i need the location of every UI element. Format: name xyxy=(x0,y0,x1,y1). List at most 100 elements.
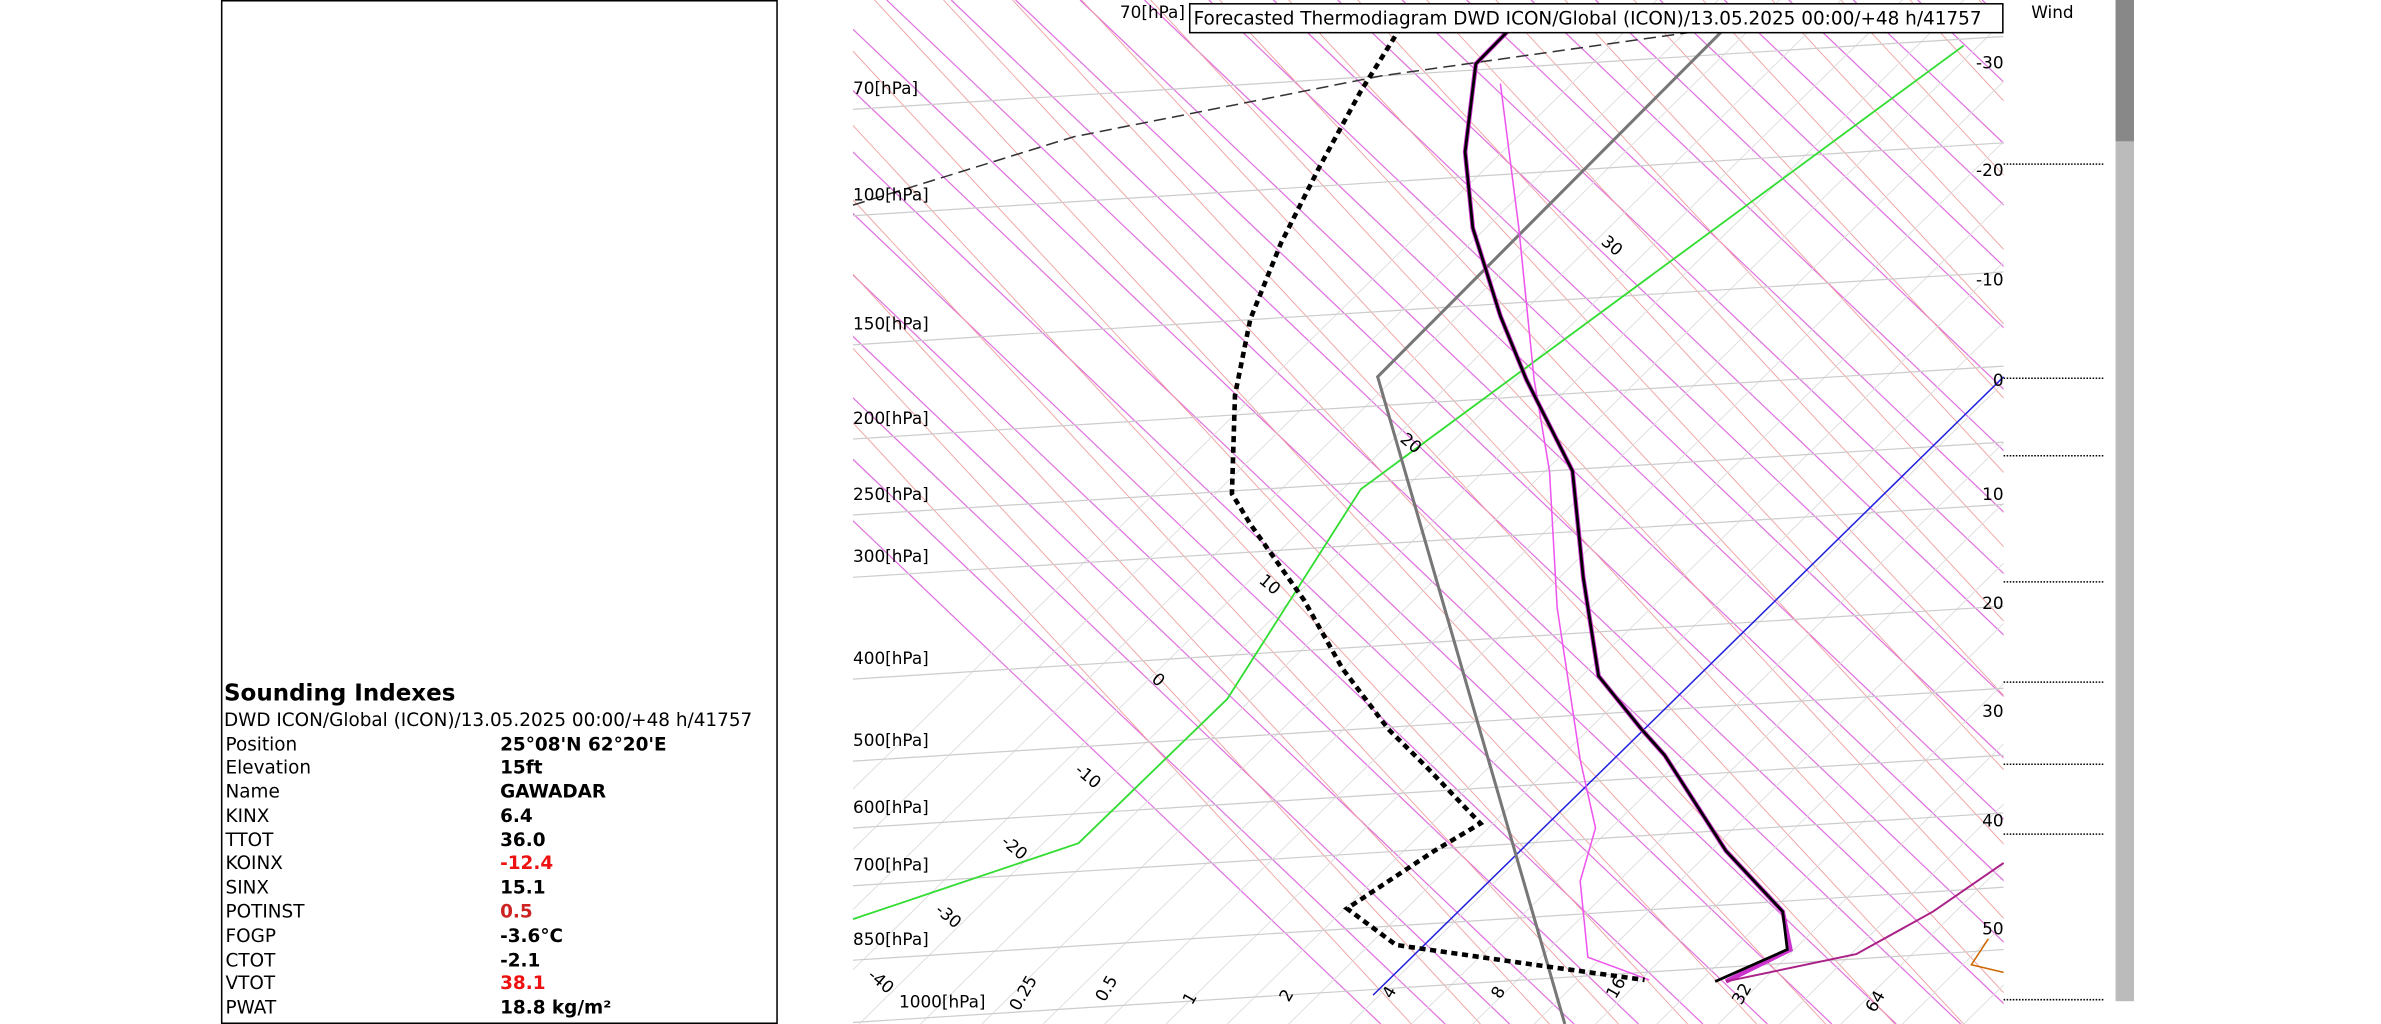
index-label: KINX xyxy=(226,806,270,827)
index-value: 15.1 xyxy=(500,877,545,898)
isotherm xyxy=(1978,0,2004,28)
index-label: SINX xyxy=(226,877,269,898)
dry-adiabat xyxy=(1466,0,2004,513)
diagram: Forecasted Thermodiagram DWD ICON/Global… xyxy=(852,0,2381,1024)
dry-adiabat xyxy=(852,519,1382,1024)
index-rows: Position 25°08'N 62°20'E Elevation 15ft Name… xyxy=(225,735,667,1019)
mixing-ratio-label: 0.25 xyxy=(1005,972,1041,1014)
panel-title: Sounding Indexes xyxy=(224,680,455,706)
right-label: 10 xyxy=(1982,484,2003,504)
index-value: 6.4 xyxy=(500,806,533,827)
scrollbar[interactable] xyxy=(2115,0,2135,1002)
index-value: 38.1 xyxy=(500,973,545,994)
skew-line xyxy=(852,0,1842,971)
isobar xyxy=(852,503,2004,578)
pressure-label: 150[hPa] xyxy=(853,314,929,334)
index-value: -2.1 xyxy=(500,950,540,971)
isotherm xyxy=(1012,0,1965,1024)
panel-subtitle: DWD ICON/Global (ICON)/13.05.2025 00:00/… xyxy=(224,710,752,731)
skew-line xyxy=(1717,743,2004,1024)
pressure-label: 400[hPa] xyxy=(853,648,929,668)
isotherm-label: -40 xyxy=(864,965,898,998)
temperature-curve xyxy=(1463,11,1789,983)
skew-line xyxy=(2148,0,2381,1024)
isotherm-label: 10 xyxy=(1255,570,1284,599)
isotherm-label: 0 xyxy=(1148,668,1169,690)
right-label: 20 xyxy=(1982,593,2003,613)
isotherm-label: -20 xyxy=(998,831,1032,864)
dry-adiabat xyxy=(852,28,1897,1024)
wind-barb xyxy=(1970,938,2004,974)
isobar xyxy=(852,365,2004,440)
index-panel xyxy=(220,0,778,1024)
dry-adiabat xyxy=(1723,0,2004,268)
right-label: -20 xyxy=(1976,160,2004,180)
skew-line xyxy=(2025,0,2381,1024)
mixing-ratio-label: 64 xyxy=(1861,987,1889,1015)
index-value: 0.5 xyxy=(500,902,533,923)
isobar xyxy=(852,948,2004,1024)
isotherm xyxy=(2186,0,2381,1024)
index-value: -12.4 xyxy=(500,853,553,874)
isotherm xyxy=(1357,0,2004,697)
index-value: 36.0 xyxy=(500,830,545,851)
dry-adiabat xyxy=(1530,0,2004,452)
mixing-ratio-label: 0.5 xyxy=(1091,972,1122,1005)
mixing-ratio-label: 8 xyxy=(1486,983,1509,1002)
right-label: -30 xyxy=(1976,52,2004,72)
isotherm xyxy=(1702,0,2004,325)
skew-line xyxy=(1288,321,2004,1024)
index-label: VTOT xyxy=(226,973,276,994)
dry-adiabat xyxy=(1981,0,2004,22)
pressure-label: 100[hPa] xyxy=(853,185,929,205)
skew-line xyxy=(1472,502,2004,1024)
skew-line xyxy=(920,0,1965,1024)
isotherm-label: -30 xyxy=(932,899,966,932)
isotherm xyxy=(852,50,1757,1024)
isobar xyxy=(852,142,2004,217)
green-curve xyxy=(852,44,1965,921)
skew-line xyxy=(981,20,2004,1024)
isobar xyxy=(852,271,2004,346)
dry-adiabat xyxy=(886,0,1962,1024)
right-label: 50 xyxy=(1982,918,2003,938)
right-label: 40 xyxy=(1982,811,2003,831)
magenta-curve xyxy=(1499,83,1650,981)
pressure-label: 850[hPa] xyxy=(853,929,929,949)
pressure-label: 700[hPa] xyxy=(853,855,929,875)
mixing-ratio-label: 32 xyxy=(1727,979,1755,1007)
dry-adiabat xyxy=(1595,0,2004,390)
index-label: CTOT xyxy=(226,950,277,971)
pressure-label: 200[hPa] xyxy=(853,408,929,428)
isotherm xyxy=(1219,0,2004,845)
pressure-label: 300[hPa] xyxy=(853,546,929,566)
index-value: -3.6°C xyxy=(500,926,563,947)
skew-line xyxy=(1779,803,2004,1024)
isotherm xyxy=(2117,0,2381,1024)
dry-adiabat xyxy=(852,89,1833,1024)
dry-adiabat xyxy=(1337,0,2004,636)
mixing-ratio-label: 1 xyxy=(1178,989,1201,1008)
isobar xyxy=(852,754,2004,829)
skew-line xyxy=(1840,863,2004,1024)
top-pressure-label: 70[hPa] xyxy=(1120,2,1185,22)
right-label: 0 xyxy=(1993,370,2004,390)
isotherm xyxy=(852,273,1550,1024)
pressure-label: 250[hPa] xyxy=(853,484,929,504)
index-label: PWAT xyxy=(226,997,278,1018)
wind-label: Wind xyxy=(2031,2,2073,22)
skew-line xyxy=(2209,0,2381,1024)
isobar xyxy=(852,812,2004,887)
dry-adiabat xyxy=(1788,0,2004,206)
dry-adiabat xyxy=(852,397,1511,1024)
isotherm xyxy=(852,199,1619,1024)
isotherm xyxy=(1840,0,2004,176)
skew-line xyxy=(1349,381,2004,1024)
skew-line xyxy=(1533,562,2004,1024)
index-value: GAWADAR xyxy=(500,782,606,803)
index-label: Position xyxy=(226,735,298,756)
scrollbar-thumb[interactable] xyxy=(2115,0,2135,142)
pressure-label: 600[hPa] xyxy=(853,797,929,817)
